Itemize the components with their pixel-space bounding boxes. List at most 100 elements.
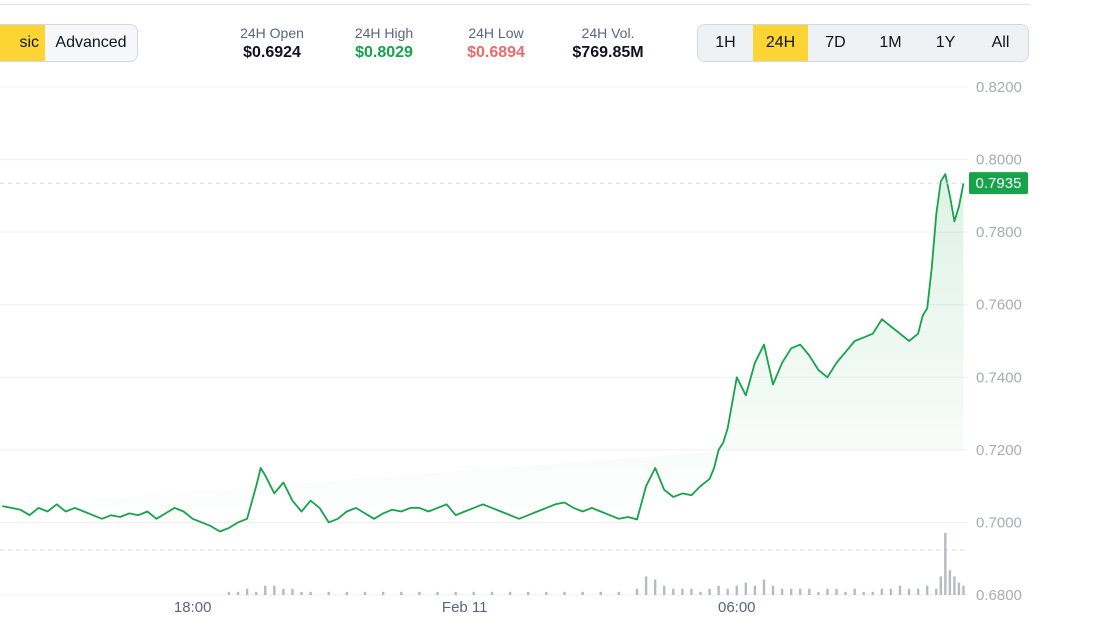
volume-bar (753, 585, 757, 595)
volume-bar (363, 591, 367, 595)
range-tab-all[interactable]: All (973, 25, 1028, 61)
volume-bar (644, 576, 648, 595)
price-area-fill (2, 174, 964, 532)
y-tick-label: 0.7000 (976, 514, 1022, 531)
volume-bar (690, 588, 693, 595)
stat-value: $0.8029 (355, 44, 413, 61)
volume-bar (264, 585, 267, 595)
volume-bar (436, 591, 439, 595)
range-tab-24h[interactable]: 24H (753, 25, 808, 61)
y-tick-label: 0.7800 (976, 224, 1022, 241)
volume-bar (545, 591, 548, 595)
volume-bar (327, 591, 330, 595)
stat-value: $769.85M (572, 44, 644, 61)
range-tab-1m[interactable]: 1M (863, 25, 918, 61)
range-tab-7d[interactable]: 7D (808, 25, 863, 61)
volume-bar (282, 588, 285, 595)
range-tab-1y[interactable]: 1Y (918, 25, 973, 61)
x-tick-label: 06:00 (718, 599, 756, 616)
y-tick-label: 0.8000 (976, 152, 1022, 169)
y-tick-label: 0.6800 (976, 587, 1022, 604)
volume-bar (227, 591, 231, 595)
y-tick-label: 0.7600 (976, 297, 1022, 314)
volume-bar (345, 591, 349, 595)
volume-bar (935, 588, 938, 595)
volume-bar (400, 591, 403, 595)
volume-bar (472, 591, 475, 595)
volume-bar (254, 591, 258, 595)
current-price-label: 0.7935 (976, 175, 1022, 192)
volume-bar (418, 591, 421, 595)
volume-bar (907, 588, 911, 595)
volume-bar (957, 582, 961, 595)
volume-bar (454, 591, 457, 595)
volume-bar (245, 588, 249, 595)
volume-bar (916, 588, 920, 595)
volume-bar (672, 588, 675, 595)
advanced-view-button[interactable]: Advanced (45, 25, 137, 61)
volume-bar (681, 588, 684, 595)
volume-bar (953, 576, 956, 595)
volume-bar (490, 591, 494, 595)
volume-bar (291, 588, 294, 595)
volume-bar (835, 588, 838, 595)
volume-bar (808, 588, 811, 595)
volume-bar (862, 591, 865, 595)
time-range-toggle: 1H 24H 7D 1M 1Y All (697, 24, 1029, 62)
volume-bar (948, 570, 952, 595)
x-tick-label: Feb 11 (442, 599, 488, 616)
volume-bar (717, 585, 720, 595)
volume-bar (780, 588, 784, 595)
stat-value: $0.6924 (243, 44, 301, 61)
top-divider (0, 4, 1030, 5)
volume-bar (617, 591, 621, 595)
current-price-badge (969, 172, 1028, 195)
stat-label: 24H Vol. (581, 25, 635, 41)
stat-24h-open: 24H Open $0.6924 (228, 25, 316, 64)
stat-24h-high: 24H High $0.8029 (340, 25, 428, 64)
volume-bar (826, 588, 829, 595)
stat-value: $0.6894 (467, 44, 525, 61)
volume-bar (817, 591, 820, 595)
stat-24h-low: 24H Low $0.6894 (452, 25, 540, 64)
stat-24h-volume: 24H Vol. $769.85M (558, 25, 658, 64)
volume-bar (300, 591, 303, 595)
stat-label: 24H High (354, 25, 414, 41)
y-tick-label: 0.7400 (976, 369, 1022, 386)
y-tick-label: 0.8200 (976, 79, 1022, 96)
volume-bar (581, 591, 584, 595)
volume-bar (236, 591, 240, 595)
x-tick-label: 18:00 (174, 599, 212, 616)
volume-bar (789, 588, 793, 595)
volume-bar (962, 585, 965, 595)
volume-bar (635, 588, 639, 595)
volume-bar (880, 588, 884, 595)
range-tab-1h[interactable]: 1H (698, 25, 753, 61)
volume-bar (925, 585, 929, 595)
volume-bar (527, 591, 530, 595)
volume-bar (381, 591, 385, 595)
volume-bar (708, 588, 711, 595)
volume-bar (853, 588, 856, 595)
volume-bar (799, 588, 802, 595)
volume-bar (273, 585, 276, 595)
volume-bar (744, 582, 748, 595)
volume-bar (726, 588, 729, 595)
y-tick-label: 0.7200 (976, 442, 1022, 459)
volume-bar (735, 585, 738, 595)
stat-label: 24H Low (468, 25, 524, 41)
volume-bar (762, 579, 766, 595)
volume-bar (871, 591, 874, 595)
volume-bar (653, 579, 657, 595)
volume-bar (309, 591, 312, 595)
volume-bar (944, 533, 947, 595)
volume-bar (939, 576, 942, 595)
price-line (2, 173, 965, 533)
stat-label: 24H Open (240, 25, 304, 41)
view-toggle: sic Advanced (0, 24, 138, 62)
volume-bar (599, 591, 602, 595)
volume-bar (563, 591, 566, 595)
volume-bar (889, 588, 893, 595)
basic-view-button[interactable]: sic (0, 25, 45, 61)
